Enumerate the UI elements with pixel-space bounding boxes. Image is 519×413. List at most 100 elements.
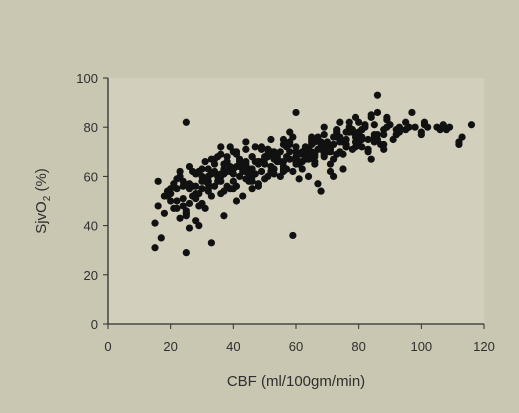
data-point [330,140,338,149]
data-point [204,187,212,195]
x-tick-labels: 0 20 40 60 80 100 120 [104,339,494,354]
data-point [239,192,247,200]
data-point [308,148,316,156]
data-point [411,123,419,131]
data-point [217,170,225,178]
data-point [348,126,356,134]
data-point [182,249,190,257]
data-point [226,167,234,176]
axes [103,77,485,329]
data-point [320,123,328,131]
data-point [373,108,382,117]
data-point [254,158,262,166]
data-point [220,212,228,220]
data-point [289,167,297,176]
data-point [317,145,325,153]
y-tick-label: 100 [76,71,98,86]
data-point [154,177,162,185]
y-tick-label: 20 [84,268,98,283]
data-point [330,172,338,180]
data-point [176,172,184,180]
data-point [220,160,228,168]
data-point [467,121,476,129]
x-tick-label: 120 [473,339,495,354]
data-point [286,138,294,146]
data-point [185,185,194,193]
data-point [373,91,382,99]
data-point [207,239,215,247]
data-point [364,135,372,144]
data-point [370,121,378,129]
data-point [251,143,259,151]
data-point [185,199,194,208]
data-point [408,108,416,117]
data-point [198,199,206,208]
y-tick-label: 40 [84,219,98,234]
data-point [283,165,291,173]
data-point [223,153,231,161]
data-point [292,143,300,151]
data-point [304,172,313,180]
y-tick-labels: 0 20 40 60 80 100 [76,71,98,332]
data-point [217,143,225,151]
data-point [389,135,397,144]
data-point [267,135,275,144]
data-point [323,138,331,146]
data-point [207,155,215,163]
x-tick-label: 20 [163,339,177,354]
data-point [458,133,466,141]
data-point [383,123,391,131]
data-point [314,133,322,141]
data-point [342,143,350,151]
data-point [170,180,178,188]
data-point [257,145,266,153]
data-point [289,231,297,240]
data-point [345,118,353,126]
data-point [248,185,256,193]
data-point [232,150,241,158]
data-point [151,244,159,252]
data-point [326,160,335,168]
data-point [317,187,325,195]
data-point [279,158,288,166]
data-point [264,150,272,158]
data-point [185,224,194,232]
data-point [367,155,375,163]
x-tick-label: 0 [104,339,111,354]
x-tick-label: 40 [226,339,240,354]
data-point [151,219,159,227]
data-point [358,126,366,134]
y-axis-title: SjvO2 (%) [33,168,53,234]
data-point [395,128,403,136]
data-point [176,214,184,222]
x-axis-title: CBF (ml/100gm/min) [227,373,365,390]
data-point [232,197,241,205]
data-point [417,130,425,139]
data-point [167,197,175,205]
data-point [157,234,165,242]
data-point [339,165,347,173]
x-tick-label: 80 [351,339,365,354]
data-point [267,162,275,171]
data-point [279,140,288,149]
data-point [367,111,375,119]
data-point [320,130,328,139]
data-point [333,150,341,158]
data-point [342,128,350,136]
data-point [402,118,410,126]
data-point [264,145,272,153]
data-point [380,130,388,139]
data-point [424,123,432,131]
data-point [229,185,237,193]
data-point [351,113,360,121]
data-point [336,118,344,126]
data-point [380,145,388,153]
data-point [373,135,382,144]
y-tick-label: 80 [84,120,98,135]
data-point [380,140,388,149]
data-point [217,190,225,198]
data-point [179,194,187,203]
data-points [151,91,476,257]
x-tick-label: 100 [410,339,432,354]
data-point [173,197,181,205]
